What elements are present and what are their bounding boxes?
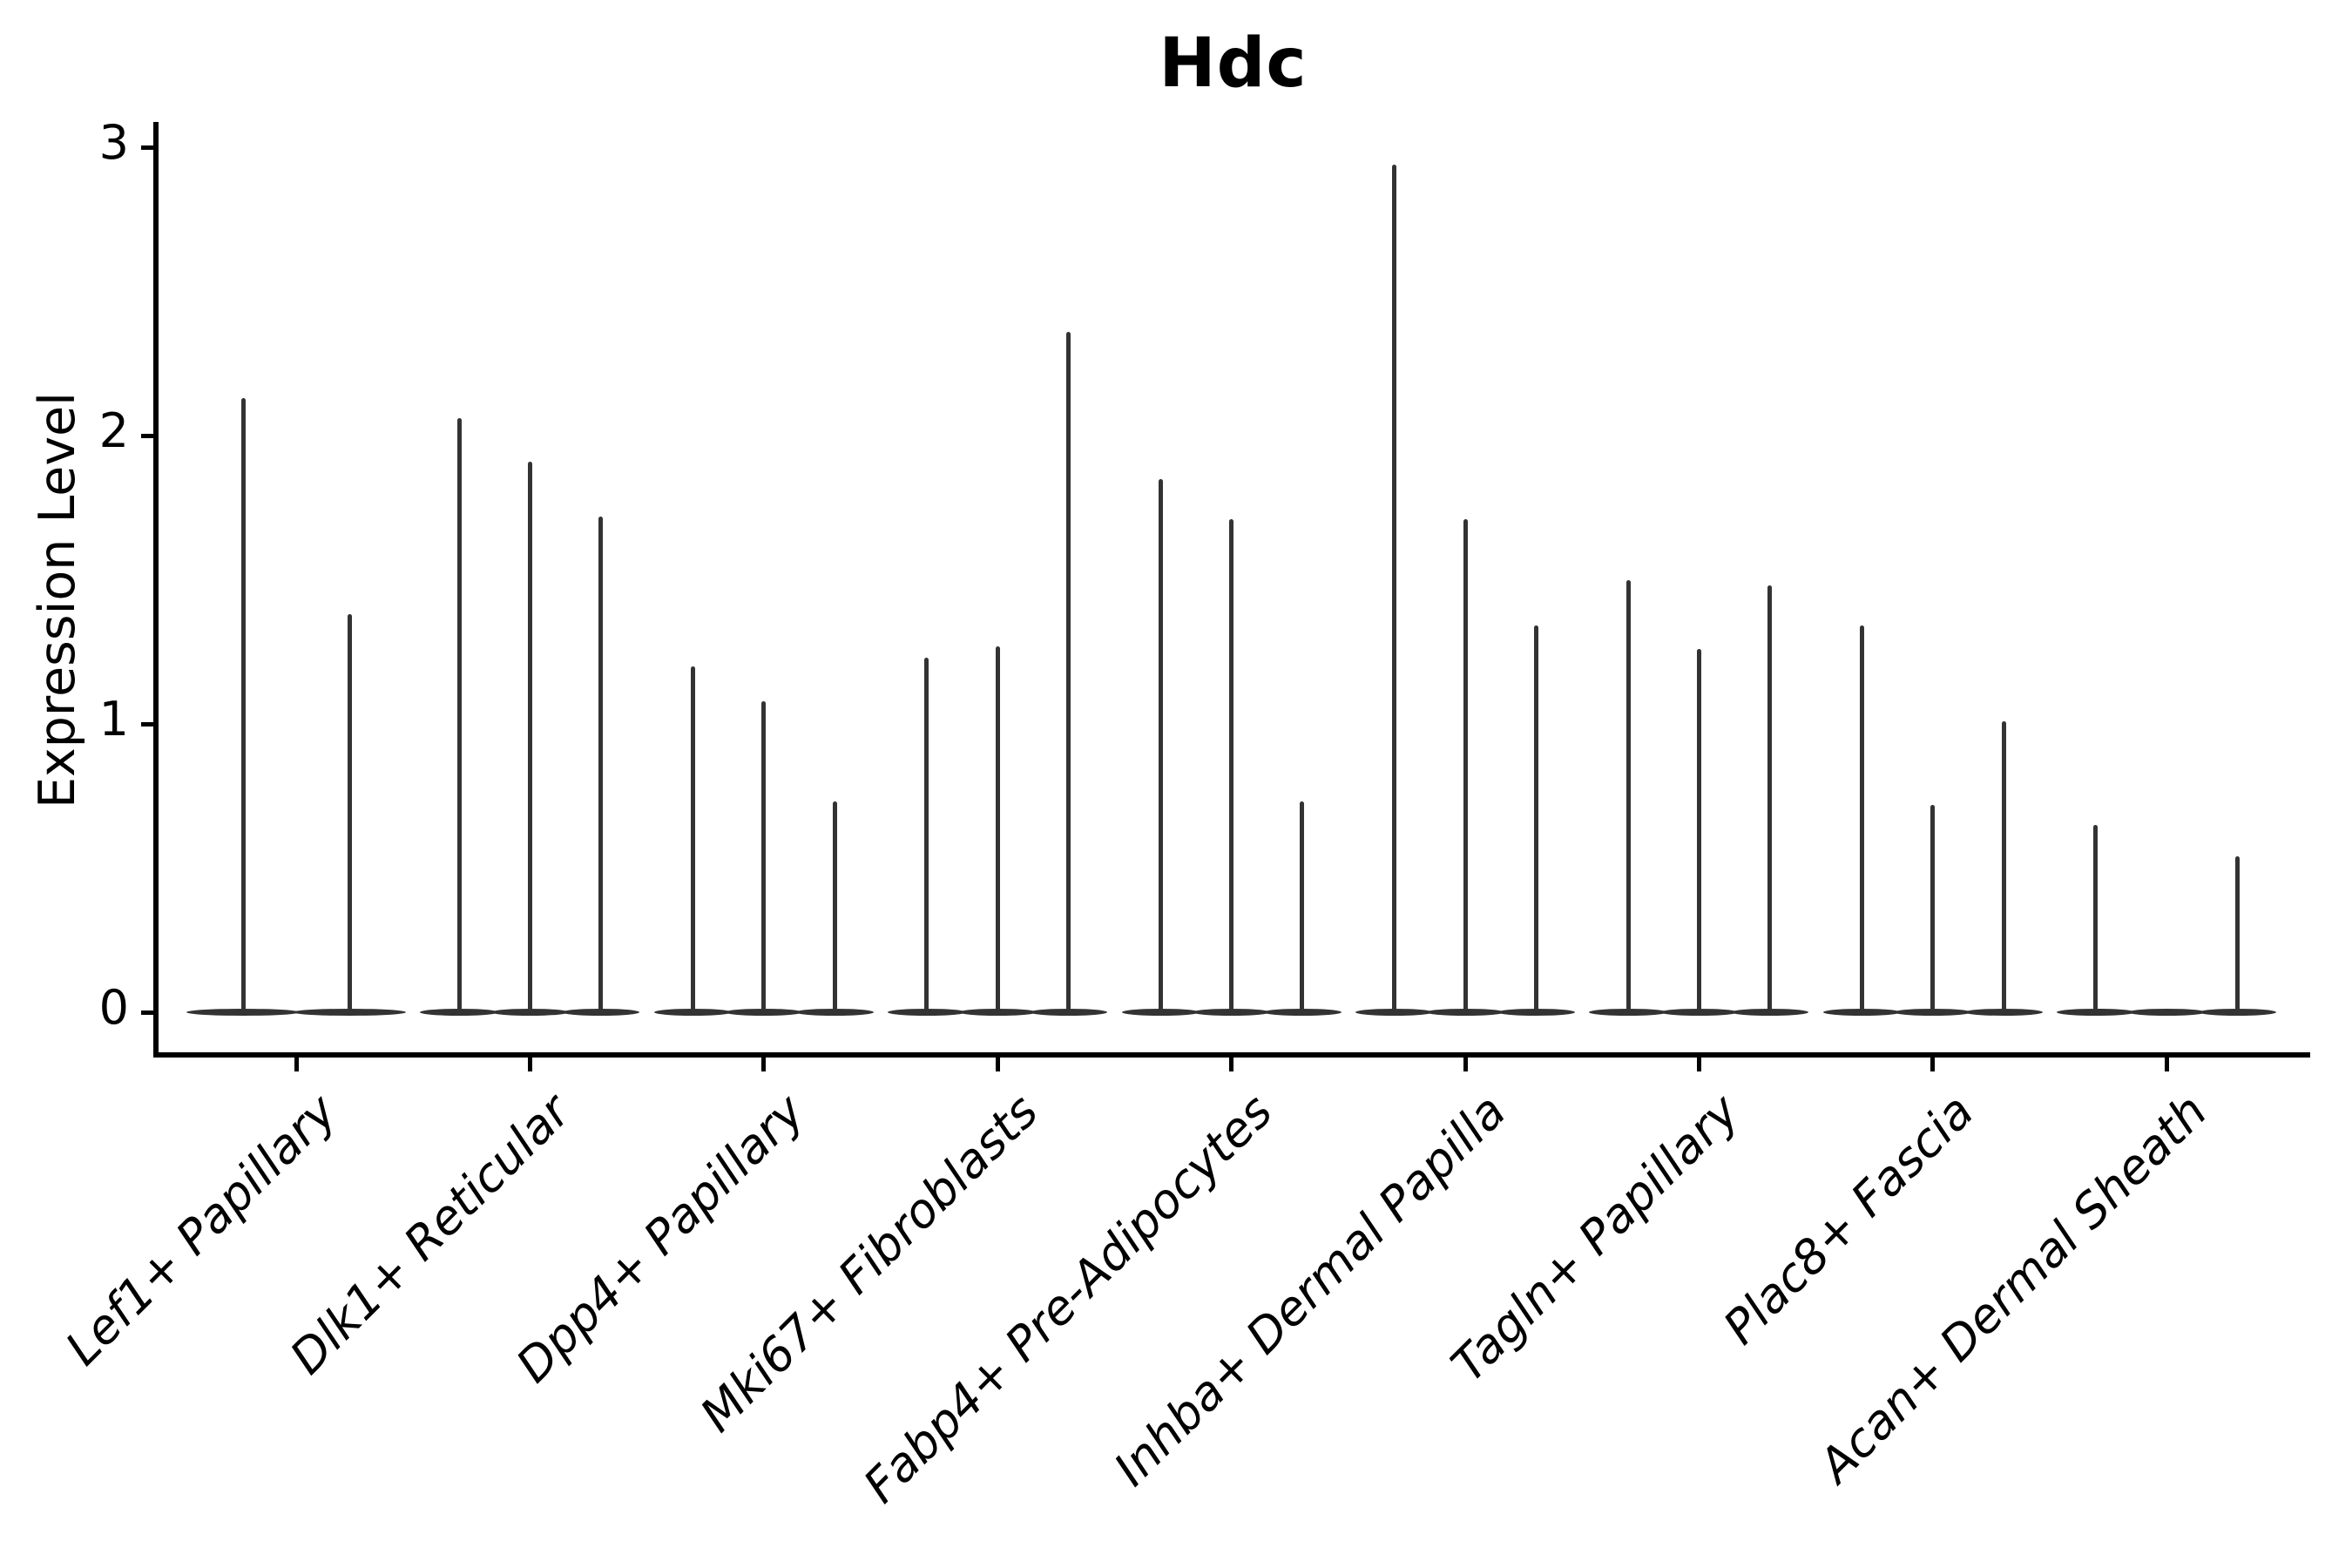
violin-spike xyxy=(1859,625,1864,1014)
violin-spike xyxy=(347,614,352,1014)
violin-spike xyxy=(924,657,929,1014)
y-axis-spine xyxy=(153,122,159,1058)
y-tick-label: 1 xyxy=(98,692,129,747)
x-tick-label: Dpp4+ Papillary xyxy=(505,1084,815,1394)
violin-spike xyxy=(1392,164,1397,1014)
violin-spike xyxy=(1767,585,1773,1014)
violin-spike xyxy=(2001,720,2006,1014)
violin-spike xyxy=(690,666,695,1014)
x-axis-tick xyxy=(2164,1058,2169,1071)
violin-spike xyxy=(1696,648,1701,1014)
x-axis-tick xyxy=(995,1058,1000,1071)
y-axis-tick xyxy=(141,1010,154,1015)
violin-spike xyxy=(995,645,1000,1014)
y-axis-tick xyxy=(141,721,154,727)
violin-spike xyxy=(1300,801,1305,1014)
violin-spike xyxy=(1533,625,1538,1014)
x-axis-tick xyxy=(1696,1058,1701,1071)
y-tick-label: 3 xyxy=(98,115,129,170)
y-tick-label: 2 xyxy=(98,403,129,458)
violin-spike xyxy=(1229,518,1234,1014)
x-tick-label: Plac8+ Fascia xyxy=(1713,1084,1984,1355)
violin-spike xyxy=(1930,804,1936,1014)
chart-title: Hdc xyxy=(1159,24,1308,103)
x-axis-tick xyxy=(527,1058,532,1071)
x-axis-tick xyxy=(1229,1058,1234,1071)
x-tick-label: Mki67+ Fibroblasts xyxy=(689,1084,1049,1443)
x-axis-spine xyxy=(153,1052,2310,1058)
violin-spike xyxy=(832,801,837,1014)
y-tick-label: 0 xyxy=(98,980,129,1035)
x-tick-label: Inhba+ Dermal Papilla xyxy=(1103,1084,1517,1497)
x-axis-tick xyxy=(1930,1058,1936,1071)
x-tick-label: Dlk1+ Reticular xyxy=(280,1084,581,1385)
x-axis-tick xyxy=(294,1058,299,1071)
violin-spike xyxy=(456,418,462,1014)
violin-spike xyxy=(527,461,532,1014)
violin-spike xyxy=(1625,579,1631,1014)
y-axis-tick xyxy=(141,145,154,150)
violin-spike xyxy=(2235,856,2240,1014)
x-tick-label: Tagln+ Papillary xyxy=(1441,1084,1750,1393)
x-tick-label: Acan+ Dermal Sheath xyxy=(1808,1084,2218,1493)
x-tick-label: Fabp4+ Pre-Adipocytes xyxy=(852,1084,1283,1514)
violin-base xyxy=(2127,1009,2206,1016)
violin-spike xyxy=(1463,518,1468,1014)
violin-spike xyxy=(240,397,246,1014)
y-axis-tick xyxy=(141,433,154,438)
violin-spike xyxy=(761,700,767,1014)
violin-spike xyxy=(598,516,604,1014)
violin-spike xyxy=(1158,478,1163,1014)
x-axis-tick xyxy=(761,1058,767,1071)
violin-spike xyxy=(2093,824,2099,1014)
x-axis-tick xyxy=(1463,1058,1468,1071)
violin-spike xyxy=(1066,331,1071,1014)
